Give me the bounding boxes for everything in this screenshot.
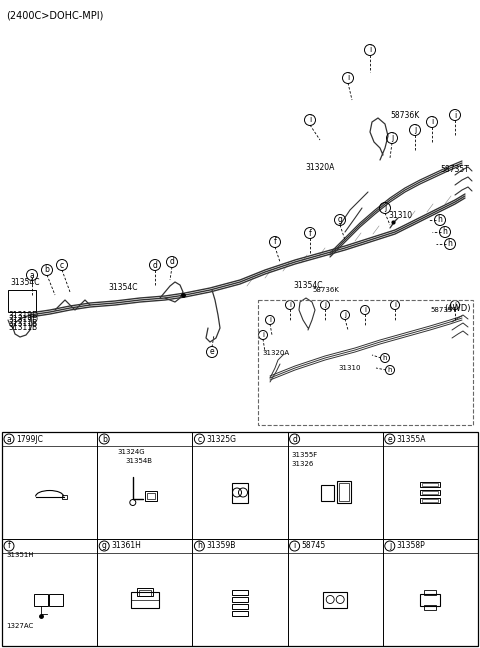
Bar — [2, 432, 478, 646]
Bar — [131, 592, 159, 608]
Text: b: b — [45, 266, 49, 275]
Text: h: h — [388, 367, 392, 373]
Bar — [145, 491, 157, 500]
Text: 1799JC: 1799JC — [16, 435, 43, 443]
Text: 58745: 58745 — [301, 542, 326, 551]
Text: f: f — [309, 229, 312, 238]
Bar — [339, 483, 349, 500]
Bar — [48, 594, 62, 605]
Text: h: h — [447, 240, 453, 248]
Text: i: i — [364, 307, 366, 313]
Text: g: g — [102, 542, 107, 551]
Bar — [147, 492, 155, 498]
Bar — [232, 483, 248, 502]
Text: 31325G: 31325G — [206, 435, 236, 443]
Text: 58735T: 58735T — [440, 165, 469, 174]
Text: 31310: 31310 — [338, 365, 360, 371]
Bar — [137, 588, 153, 596]
Text: i: i — [262, 332, 264, 338]
Text: e: e — [210, 347, 214, 356]
Text: (4WD): (4WD) — [444, 304, 471, 313]
Text: d: d — [153, 260, 157, 270]
Bar — [337, 481, 351, 502]
Bar — [8, 290, 36, 312]
Text: 31351H: 31351H — [6, 552, 34, 558]
Text: (2400C>DOHC-MPI): (2400C>DOHC-MPI) — [6, 10, 103, 20]
Text: c: c — [197, 435, 202, 443]
Text: 31354C: 31354C — [108, 283, 137, 292]
Text: i: i — [369, 45, 371, 54]
Text: 58736K: 58736K — [390, 111, 419, 120]
Text: 58736K: 58736K — [312, 287, 339, 293]
Bar — [424, 605, 436, 610]
Text: a: a — [30, 270, 35, 279]
Text: j: j — [324, 302, 326, 308]
Text: i: i — [269, 317, 271, 323]
Text: b: b — [102, 435, 107, 443]
Text: 1327AC: 1327AC — [6, 623, 33, 629]
Bar — [420, 489, 441, 494]
Text: j: j — [344, 312, 346, 318]
Bar — [420, 481, 441, 487]
Bar — [422, 491, 438, 494]
Text: h: h — [443, 227, 447, 237]
Bar — [321, 485, 334, 500]
Text: 31319D: 31319D — [8, 315, 38, 324]
Bar — [422, 483, 438, 485]
Text: j: j — [391, 133, 393, 143]
Text: i: i — [347, 73, 349, 82]
Text: i: i — [309, 115, 311, 124]
Text: 31320A: 31320A — [305, 163, 335, 172]
Text: 31319D: 31319D — [8, 311, 38, 320]
Text: j: j — [389, 542, 391, 551]
Text: h: h — [383, 355, 387, 361]
Text: 31355A: 31355A — [397, 435, 426, 443]
Text: i: i — [454, 302, 456, 308]
Bar — [258, 300, 473, 425]
Text: e: e — [387, 435, 392, 443]
Bar — [420, 594, 441, 605]
Text: i: i — [431, 117, 433, 126]
Text: i: i — [394, 302, 396, 308]
Text: 31310: 31310 — [388, 211, 412, 220]
Text: f: f — [274, 238, 276, 246]
Bar — [232, 603, 248, 608]
Text: 31326: 31326 — [292, 461, 314, 467]
Text: 31361H: 31361H — [111, 542, 141, 551]
Text: j: j — [414, 126, 416, 135]
Text: a: a — [7, 435, 12, 443]
Text: f: f — [8, 542, 11, 551]
Text: d: d — [169, 257, 174, 266]
Text: 31354B: 31354B — [125, 458, 152, 464]
Text: d: d — [292, 435, 297, 443]
Bar — [232, 590, 248, 594]
Text: j: j — [384, 203, 386, 213]
Bar — [420, 498, 441, 502]
Text: 31354C: 31354C — [293, 281, 323, 290]
Text: h: h — [438, 216, 443, 224]
Text: 31320A: 31320A — [262, 350, 289, 356]
Bar — [323, 592, 347, 608]
Bar — [61, 494, 67, 498]
Text: i: i — [289, 302, 291, 308]
Text: g: g — [337, 216, 342, 224]
Bar — [139, 590, 151, 596]
Bar — [34, 594, 48, 605]
Text: 31355F: 31355F — [292, 452, 318, 458]
Text: 58735T: 58735T — [430, 307, 456, 313]
Bar — [422, 498, 438, 502]
Bar — [232, 610, 248, 616]
Text: c: c — [60, 260, 64, 270]
Bar — [232, 597, 248, 601]
Text: 31358P: 31358P — [397, 542, 426, 551]
Text: i: i — [293, 542, 296, 551]
Text: 31324G: 31324G — [117, 449, 145, 455]
Bar — [424, 590, 436, 594]
Text: 31359B: 31359B — [206, 542, 236, 551]
Text: i: i — [454, 111, 456, 119]
Text: 31354C: 31354C — [10, 278, 39, 287]
Text: 31311B: 31311B — [8, 323, 37, 332]
Text: h: h — [197, 542, 202, 551]
Text: 31311B: 31311B — [8, 319, 37, 328]
